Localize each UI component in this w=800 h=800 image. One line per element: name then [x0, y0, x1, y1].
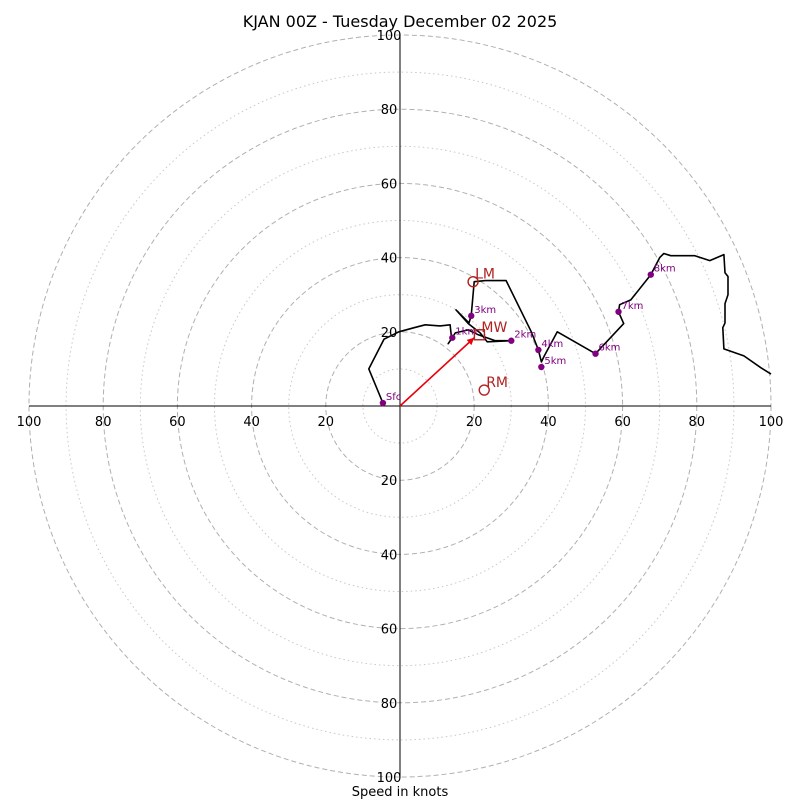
mean-wind-arrow-shaft — [399, 337, 475, 407]
height-label-1km: 1km — [455, 327, 477, 338]
y-tick-label: 60 — [381, 177, 398, 192]
height-label-3km: 3km — [474, 305, 496, 316]
chart-title: KJAN 00Z - Tuesday December 02 2025 — [243, 12, 558, 31]
x-tick-label: 80 — [95, 415, 112, 430]
storm-motion-markers: LM MW RM — [467, 267, 508, 396]
height-label-8km: 8km — [654, 264, 676, 275]
y-tick-label: 100 — [377, 29, 402, 44]
height-point-6km — [592, 350, 599, 357]
height-point-5km — [538, 363, 545, 371]
height-point-7km — [615, 308, 622, 315]
x-tick-label: 60 — [614, 415, 631, 430]
y-tick-label: 80 — [381, 697, 398, 712]
height-point-3km — [468, 312, 475, 320]
x-tick-label: 40 — [243, 415, 260, 430]
y-tick-label: 60 — [381, 623, 398, 638]
x-tick-label: 100 — [17, 415, 42, 430]
height-point-8km — [647, 271, 654, 278]
mw-marker — [473, 329, 486, 341]
rm-marker — [478, 384, 490, 396]
mean-wind-arrow-head — [466, 337, 475, 346]
x-tick-label: 20 — [318, 415, 335, 430]
height-point-1km — [449, 334, 456, 341]
height-label-5km: 5km — [544, 356, 566, 367]
rm-label: RM — [486, 375, 508, 391]
y-tick-label: 40 — [381, 548, 398, 563]
y-tick-label: 20 — [381, 474, 398, 489]
height-point-sfc — [379, 399, 387, 407]
height-markers: Sfc 1km 2km 3km 4km 5km 6km 7km 8km — [379, 264, 676, 407]
mw-label: MW — [481, 320, 507, 336]
x-axis-label: Speed in knots — [352, 785, 449, 800]
y-tick-label: 100 — [377, 771, 402, 786]
lm-label: LM — [475, 267, 495, 283]
x-tick-label: 40 — [540, 415, 557, 430]
height-label-2km: 2km — [514, 330, 536, 341]
x-tick-label: 100 — [759, 415, 784, 430]
height-point-2km — [508, 337, 515, 344]
lm-marker — [467, 276, 479, 288]
y-tick-label: 20 — [381, 326, 398, 341]
hodograph-trace — [367, 252, 772, 404]
height-label-4km: 4km — [541, 339, 563, 350]
height-point-4km — [535, 346, 542, 354]
y-tick-label: 80 — [381, 103, 398, 118]
y-tick-label: 40 — [381, 252, 398, 267]
x-tick-label: 20 — [466, 415, 483, 430]
x-tick-label: 80 — [689, 415, 706, 430]
height-label-7km: 7km — [622, 301, 644, 312]
x-tick-label: 60 — [169, 415, 186, 430]
height-label-sfc: Sfc — [386, 392, 401, 403]
mean-wind-arrow — [399, 337, 475, 407]
height-label-6km: 6km — [599, 343, 621, 354]
tick-labels: 100 80 60 40 20 20 40 60 80 100 100 80 60 40 20 20 40 60 8… — [17, 29, 784, 786]
hodograph-line — [367, 252, 772, 404]
